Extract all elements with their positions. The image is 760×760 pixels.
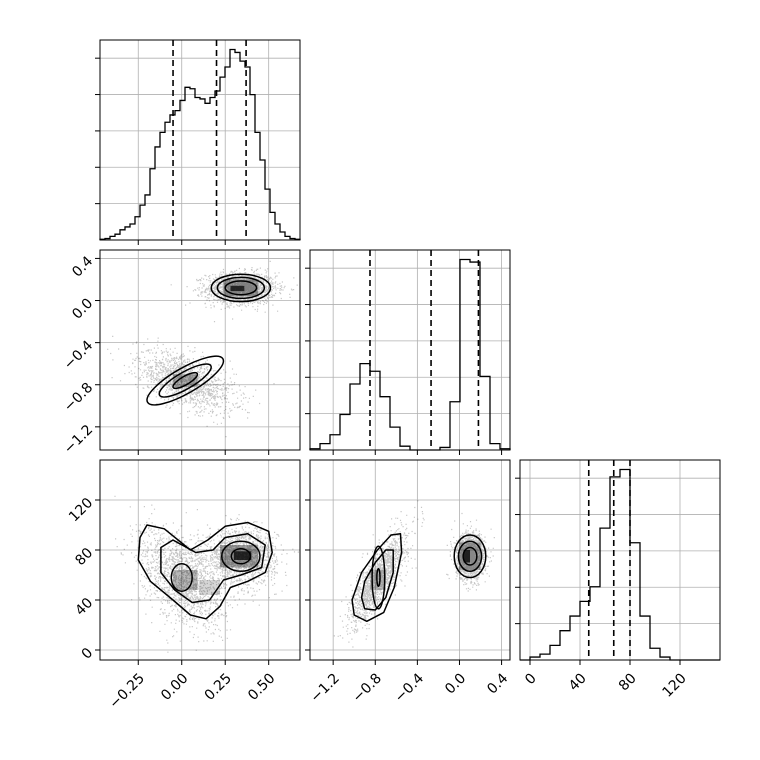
x-tick-label: 80 (616, 670, 640, 694)
histogram-panel-0 (95, 39, 301, 241)
scatter-panel-0-1 (99, 249, 301, 451)
contour-line (453, 534, 487, 579)
panel-background (310, 250, 510, 450)
contour-line (220, 540, 261, 572)
density-cell (199, 580, 220, 595)
x-tick-label: 0.00 (158, 670, 191, 703)
x-tick-label: 0.4 (484, 670, 511, 697)
x-tick-label: 0 (522, 670, 540, 688)
scatter-points (107, 260, 298, 438)
contour-line (462, 546, 478, 566)
contour-line (371, 545, 386, 610)
density-cell (230, 285, 245, 292)
histogram-steps (99, 48, 301, 240)
panel-content (100, 250, 300, 450)
density-cell (233, 551, 252, 560)
x-tick-label: −1.2 (308, 670, 343, 705)
contour-line (210, 273, 272, 303)
y-tick-label: −0.8 (61, 380, 96, 415)
y-tick-label: −0.4 (61, 338, 96, 373)
scatter-points (333, 500, 495, 648)
scatter-panel-0-2 (99, 459, 301, 661)
contour-line (224, 280, 258, 296)
panel-frame (309, 459, 511, 661)
x-tick-label: −0.8 (350, 670, 385, 705)
panel-frame (99, 459, 301, 661)
x-tick-label: 0.50 (245, 670, 278, 703)
y-tick-label: 40 (72, 595, 96, 619)
contour-line (160, 533, 266, 604)
x-tick-label: −0.25 (106, 670, 148, 712)
x-tick-label: 40 (566, 670, 590, 694)
panel-frame (99, 39, 301, 241)
panel-frame (309, 249, 511, 451)
density-cell (370, 570, 386, 590)
scatter-panel-1-2 (309, 459, 511, 661)
histogram-steps (520, 468, 720, 661)
y-tick-label: 0.4 (69, 253, 96, 280)
density-cell (463, 550, 470, 563)
histogram-panel-1 (305, 249, 511, 451)
density-cell (173, 374, 198, 387)
x-tick-label: 120 (660, 670, 690, 700)
y-tick-label: 0 (79, 645, 97, 663)
histogram-steps (309, 258, 511, 451)
panel-background (100, 250, 300, 450)
density-cell (173, 570, 198, 590)
contour-line (172, 371, 199, 390)
contour-line (376, 568, 381, 587)
panel-content (310, 460, 510, 660)
contour-line (146, 355, 225, 406)
contour-line (158, 363, 212, 398)
scatter-points (114, 495, 299, 653)
x-tick-label: 0.25 (202, 670, 235, 703)
panel-content (100, 460, 300, 660)
panel-background (100, 40, 300, 240)
contour-line (216, 276, 266, 300)
y-tick-label: 80 (72, 545, 96, 569)
contour-line (351, 533, 403, 623)
histogram-panel-2 (515, 459, 721, 661)
panel-frame (519, 459, 721, 661)
contour-line (170, 563, 193, 592)
panel-background (520, 460, 720, 660)
panel-background (100, 460, 300, 660)
contour-line (230, 548, 252, 565)
panel-frame (99, 249, 301, 451)
y-tick-label: 0.0 (69, 296, 96, 323)
y-tick-label: −1.2 (61, 422, 96, 457)
x-tick-label: 0.0 (442, 670, 469, 697)
y-tick-label: 120 (66, 495, 96, 525)
x-tick-label: −0.4 (392, 670, 427, 705)
contour-line (360, 549, 394, 611)
contour-line (457, 540, 483, 572)
